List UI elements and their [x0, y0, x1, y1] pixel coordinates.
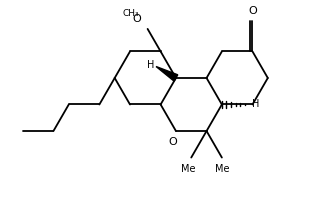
Text: Me: Me [181, 164, 195, 174]
Text: O: O [248, 6, 257, 16]
Text: CH₃: CH₃ [122, 9, 139, 18]
Text: H: H [147, 60, 154, 70]
Text: O: O [133, 14, 142, 24]
Polygon shape [156, 66, 178, 81]
Text: H: H [252, 99, 260, 110]
Text: O: O [168, 137, 177, 147]
Text: Me: Me [215, 164, 229, 174]
